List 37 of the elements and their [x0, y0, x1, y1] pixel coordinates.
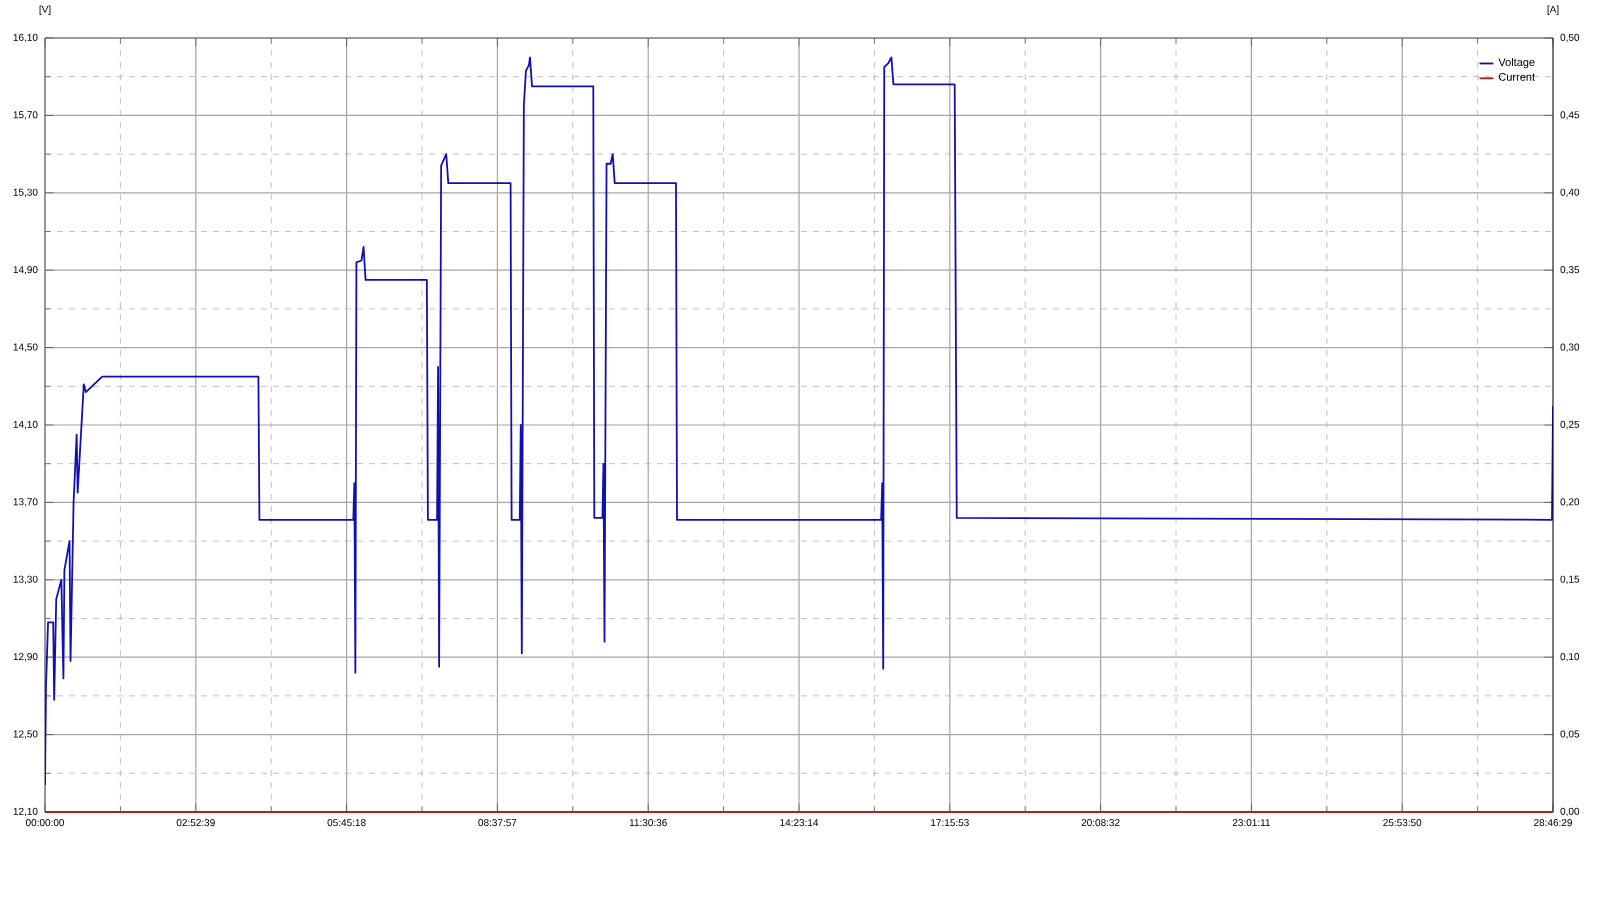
x-tick-label: 20:08:32 [1081, 819, 1120, 827]
y2-tick-label: 0,50 [1560, 33, 1580, 43]
x-tick-label: 28:46:29 [1534, 819, 1572, 827]
x-tick-label: 23:01:11 [1232, 819, 1271, 827]
y2-tick-label: 0,00 [1560, 807, 1580, 817]
x-tick-label: 17:15:53 [931, 819, 969, 827]
y2-tick-label: 0,30 [1560, 343, 1580, 352]
y-tick-label: 13,70 [13, 498, 38, 507]
y-tick-label: 14,50 [13, 343, 38, 352]
y2-tick-label: 0,25 [1560, 420, 1580, 430]
y-tick-label: 12,50 [13, 730, 38, 739]
legend-label: Voltage [1498, 58, 1535, 69]
y2-tick-label: 0,40 [1560, 188, 1580, 197]
x-tick-label: 00:00:00 [25, 819, 65, 827]
y-tick-label: 14,10 [13, 420, 38, 430]
y-tick-label: 12,90 [13, 653, 38, 662]
y-tick-label: 15,30 [13, 188, 38, 197]
x-tick-label: 11:30:36 [629, 819, 667, 827]
x-tick-label: 14:23:14 [780, 819, 819, 827]
y-tick-label: 12,10 [13, 807, 38, 817]
legend-label: Current [1498, 72, 1535, 81]
x-tick-label: 05:45:18 [327, 819, 366, 827]
y-tick-label: 14,90 [13, 266, 38, 275]
y-tick-label: 13,30 [13, 575, 38, 584]
y2-tick-label: 0,10 [1560, 653, 1580, 662]
y2-tick-label: 0,20 [1560, 498, 1580, 507]
y2-tick-label: 0,15 [1560, 575, 1580, 584]
x-tick-label: 25:53:50 [1383, 819, 1422, 827]
y2-axis-title: [A] [1547, 5, 1559, 15]
x-tick-label: 02:52:39 [176, 819, 215, 827]
y2-tick-label: 0,05 [1560, 730, 1580, 739]
y2-tick-label: 0,35 [1560, 266, 1580, 275]
y-tick-label: 16,10 [13, 33, 38, 43]
y-axis-title: [V] [39, 5, 51, 15]
y2-tick-label: 0,45 [1560, 111, 1580, 120]
x-tick-label: 08:37:57 [478, 819, 517, 827]
y-tick-label: 15,70 [13, 111, 38, 120]
